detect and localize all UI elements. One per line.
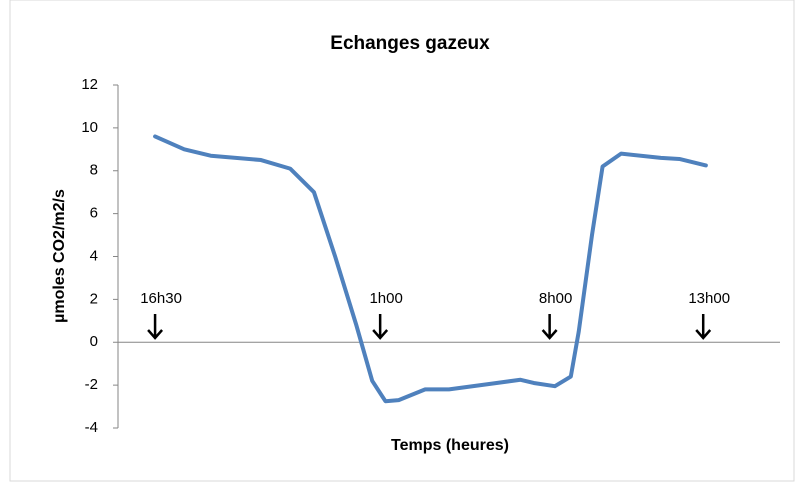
y-tick-label: 4 <box>90 247 98 264</box>
chart-title: Echanges gazeux <box>330 33 490 54</box>
y-tick-label: 2 <box>90 290 98 307</box>
x-axis-label: Temps (heures) <box>391 437 509 454</box>
chart-frame <box>9 0 795 482</box>
annotation-arrow <box>147 314 164 340</box>
annotation-arrow <box>372 314 389 340</box>
data-line <box>153 134 708 404</box>
annotation-label: 16h30 <box>140 290 182 307</box>
annotation-arrow <box>541 314 558 340</box>
y-tick-label: 6 <box>90 205 98 222</box>
annotation-arrow <box>695 314 712 340</box>
y-tick-label: -4 <box>85 419 98 436</box>
y-tick-label: 12 <box>81 76 98 93</box>
y-axis-label: µmoles CO2/m2/s <box>51 189 68 323</box>
annotation-label: 13h00 <box>688 290 730 307</box>
y-tick-label: 0 <box>90 333 98 350</box>
y-tick-label: -2 <box>85 376 98 393</box>
y-tick-label: 8 <box>90 162 98 179</box>
annotation-label: 1h00 <box>369 290 402 307</box>
y-tick-label: 10 <box>81 119 98 136</box>
annotation-label: 8h00 <box>539 290 572 307</box>
